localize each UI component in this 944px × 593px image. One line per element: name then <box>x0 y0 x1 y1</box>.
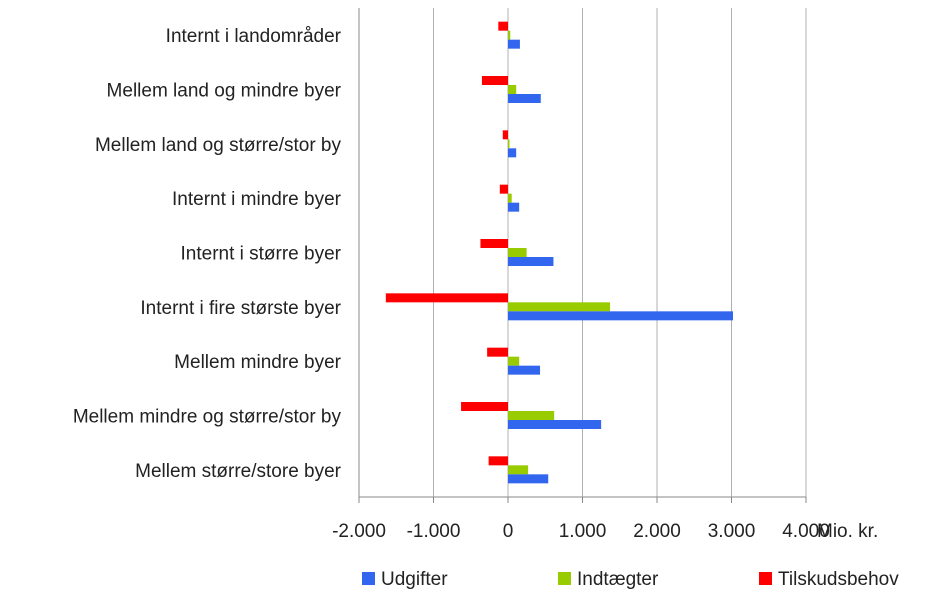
category-label: Internt i større byer <box>181 244 342 265</box>
x-tick-labels: -2.000 -1.000 0 1.000 2.000 3.000 4.000 <box>332 521 830 542</box>
bar-indtægter <box>508 465 529 475</box>
x-tick-label: 3.000 <box>708 521 756 542</box>
bar-indtægter <box>508 356 520 366</box>
x-tick-label: -2.000 <box>332 521 386 542</box>
bar-tilskudsbehov <box>498 21 508 31</box>
bar-udgifter <box>508 202 520 212</box>
category-label: Internt i mindre byer <box>172 189 342 210</box>
legend-swatch-indtægter <box>558 572 571 585</box>
bar-tilskudsbehov <box>461 402 508 411</box>
category-label: Mellem større/store byer <box>135 461 342 482</box>
bar-tilskudsbehov <box>385 293 508 303</box>
x-tick-label: 2.000 <box>633 521 681 542</box>
bar-udgifter <box>508 39 520 49</box>
bar-udgifter <box>508 474 549 484</box>
bars <box>385 21 733 484</box>
legend-swatch-tilskudsbehov <box>759 572 772 585</box>
category-label: Mellem land og mindre byer <box>107 81 342 102</box>
x-tick-label: 0 <box>503 521 514 542</box>
bar-indtægter <box>508 411 555 420</box>
legend-label: Udgifter <box>381 569 448 590</box>
x-tick-label: 4.000 <box>782 521 830 542</box>
bar-indtægter <box>508 139 510 149</box>
legend-label: Tilskudsbehov <box>778 569 899 590</box>
bar-udgifter <box>508 365 541 375</box>
bar-indtægter <box>508 193 512 203</box>
category-labels: Internt i landområder Mellem land og mind… <box>73 26 342 482</box>
legend: Udgifter Indtægter Tilskudsbehov <box>362 569 899 590</box>
legend-label: Indtægter <box>577 569 659 590</box>
bar-tilskudsbehov <box>481 76 508 85</box>
bar-udgifter <box>508 311 733 321</box>
bar-tilskudsbehov <box>502 130 508 140</box>
bar-udgifter <box>508 420 602 429</box>
category-label: Internt i fire største byer <box>140 298 341 319</box>
bar-indtægter <box>508 248 527 257</box>
bar-tilskudsbehov <box>480 239 508 248</box>
bar-tilskudsbehov <box>488 456 508 466</box>
category-label: Mellem land og større/stor by <box>95 135 342 156</box>
category-label: Mellem mindre byer <box>174 352 341 373</box>
x-tick-label: -1.000 <box>407 521 461 542</box>
category-label: Mellem mindre og større/stor by <box>73 407 342 428</box>
x-tick-label: 1.000 <box>559 521 607 542</box>
bar-udgifter <box>508 148 517 158</box>
bar-tilskudsbehov <box>499 184 508 194</box>
bar-indtægter <box>508 302 611 312</box>
bar-indtægter <box>508 30 511 40</box>
category-label: Internt i landområder <box>166 26 342 47</box>
x-unit-label: Mio. kr. <box>817 521 878 542</box>
bar-udgifter <box>508 94 541 103</box>
bar-udgifter <box>508 257 554 266</box>
bar-tilskudsbehov <box>487 347 508 357</box>
legend-swatch-udgifter <box>362 572 375 585</box>
bar-indtægter <box>508 85 517 94</box>
